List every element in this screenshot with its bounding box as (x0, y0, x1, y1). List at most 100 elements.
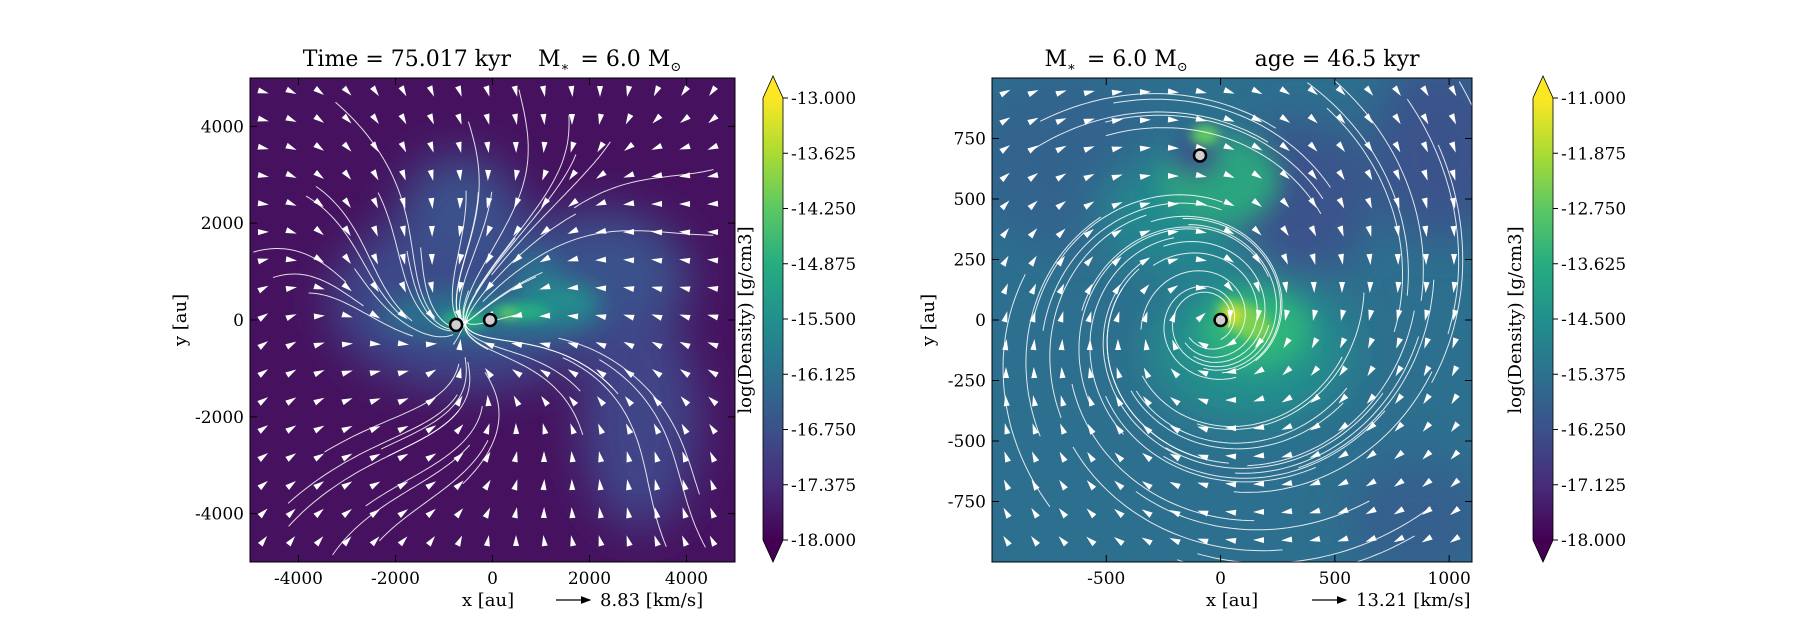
x-axis-label-right: x [au] (1206, 590, 1258, 611)
velocity-arrow (369, 425, 381, 434)
velocity-arrow (1032, 423, 1039, 435)
velocity-arrow (512, 141, 519, 153)
velocity-arrow (1251, 142, 1263, 151)
velocity-arrow (1310, 393, 1321, 404)
velocity-arrow (1366, 421, 1377, 432)
streamline (1431, 144, 1464, 383)
velocity-arrow (1421, 197, 1428, 209)
velocity-arrow (1424, 337, 1431, 349)
velocity-arrow (1223, 281, 1234, 292)
velocity-arrow (1256, 309, 1262, 321)
velocity-arrow (540, 225, 551, 236)
velocity-arrow (1169, 425, 1181, 434)
colorbar-right-extend-bottom (1533, 540, 1553, 562)
velocity-arrow (285, 369, 297, 378)
velocity-arrow (1027, 90, 1039, 98)
y-tick-label: -500 (948, 432, 986, 452)
velocity-arrow (540, 479, 547, 491)
velocity-arrow (425, 425, 437, 434)
velocity-arrow (1058, 339, 1065, 351)
velocity-arrow (483, 535, 490, 547)
colorbar-tick-label: -14.500 (1561, 310, 1626, 330)
velocity-arrow (457, 197, 464, 209)
velocity-arrow (1225, 396, 1237, 403)
velocity-arrow (1083, 118, 1095, 125)
velocity-arrow (1420, 113, 1429, 125)
colorbar-right-label: log(Density) [g/cm3] (1505, 226, 1526, 413)
velocity-arrow (1197, 426, 1209, 433)
velocity-arrow (1251, 114, 1263, 123)
velocity-arrow (1279, 169, 1290, 180)
velocity-arrow (511, 507, 518, 519)
velocity-arrow (1420, 85, 1429, 97)
colorbar-tick-label: -15.500 (791, 310, 856, 330)
velocity-arrow (425, 397, 437, 406)
streamline (1150, 215, 1283, 362)
streamline (1141, 356, 1343, 427)
streamline (1165, 392, 1384, 469)
x-tick-label: 1000 (1428, 569, 1471, 589)
velocity-arrow (1059, 451, 1068, 463)
velocity-arrow (1282, 281, 1289, 293)
velocity-arrow (1113, 311, 1120, 323)
panel-left-title: Time = 75.017 kyr M∗ = 6.0 M⊙ (303, 47, 681, 77)
velocity-arrow (1056, 255, 1065, 267)
velocity-arrow (456, 169, 463, 181)
velocity-arrow (1167, 201, 1179, 208)
velocity-arrow (398, 281, 407, 293)
velocity-arrow (1197, 482, 1209, 489)
velocity-arrow (1139, 174, 1151, 180)
velocity-arrow (1394, 393, 1405, 404)
velocity-arrow (1337, 535, 1349, 542)
colorbar-tick-label: -16.750 (791, 421, 856, 441)
streamline (380, 357, 467, 450)
velocity-arrow (257, 87, 269, 94)
velocity-arrow (1393, 197, 1400, 209)
velocity-arrow (1364, 169, 1373, 181)
velocity-arrow (511, 479, 518, 491)
velocity-arrow (710, 479, 717, 491)
velocity-arrow (595, 170, 607, 179)
streamline (1081, 226, 1269, 311)
velocity-arrow (1195, 227, 1207, 234)
velocity-arrow (397, 340, 409, 347)
velocity-arrow (1422, 253, 1429, 265)
velocity-arrow (1225, 338, 1237, 347)
velocity-arrow (1338, 421, 1349, 432)
velocity-arrow (1169, 481, 1181, 490)
velocity-arrow (999, 228, 1010, 239)
velocity-arrow (285, 425, 297, 434)
velocity-arrow (341, 281, 352, 292)
velocity-arrow (1394, 253, 1401, 265)
velocity-arrow (1422, 421, 1433, 432)
velocity-arrow (1223, 170, 1235, 178)
velocity-arrow (1143, 339, 1150, 351)
streamline (1171, 291, 1270, 368)
velocity-arrow (1225, 453, 1237, 460)
velocity-arrow (370, 85, 379, 97)
colorbar-tick-label: -16.125 (791, 365, 856, 385)
velocity-arrow (513, 225, 522, 237)
velocity-arrow (458, 281, 465, 293)
velocity-arrow (1167, 116, 1179, 123)
velocity-arrow (1030, 536, 1041, 547)
velocity-arrow (707, 369, 719, 378)
velocity-arrow (313, 254, 325, 263)
velocity-arrow (1394, 449, 1405, 460)
velocity-arrow (1393, 506, 1405, 515)
streamline (365, 405, 483, 507)
velocity-arrow (1253, 366, 1265, 375)
streamline (1234, 336, 1420, 474)
velocity-arrow (623, 200, 635, 207)
velocity-arrow (425, 481, 437, 490)
velocity-arrow (1195, 284, 1207, 291)
streamline (1140, 270, 1246, 350)
velocity-arrow (626, 85, 633, 97)
colorbar-tick-label: -11.875 (1561, 144, 1626, 164)
velocity-arrow (397, 398, 409, 406)
velocity-arrow (1449, 169, 1456, 181)
velocity-arrow (539, 254, 551, 263)
panel-left: Time = 75.017 kyr M∗ = 6.0 M⊙ (170, 47, 856, 611)
velocity-arrow (595, 285, 607, 292)
colorbar-tick-label: -13.000 (791, 89, 856, 109)
